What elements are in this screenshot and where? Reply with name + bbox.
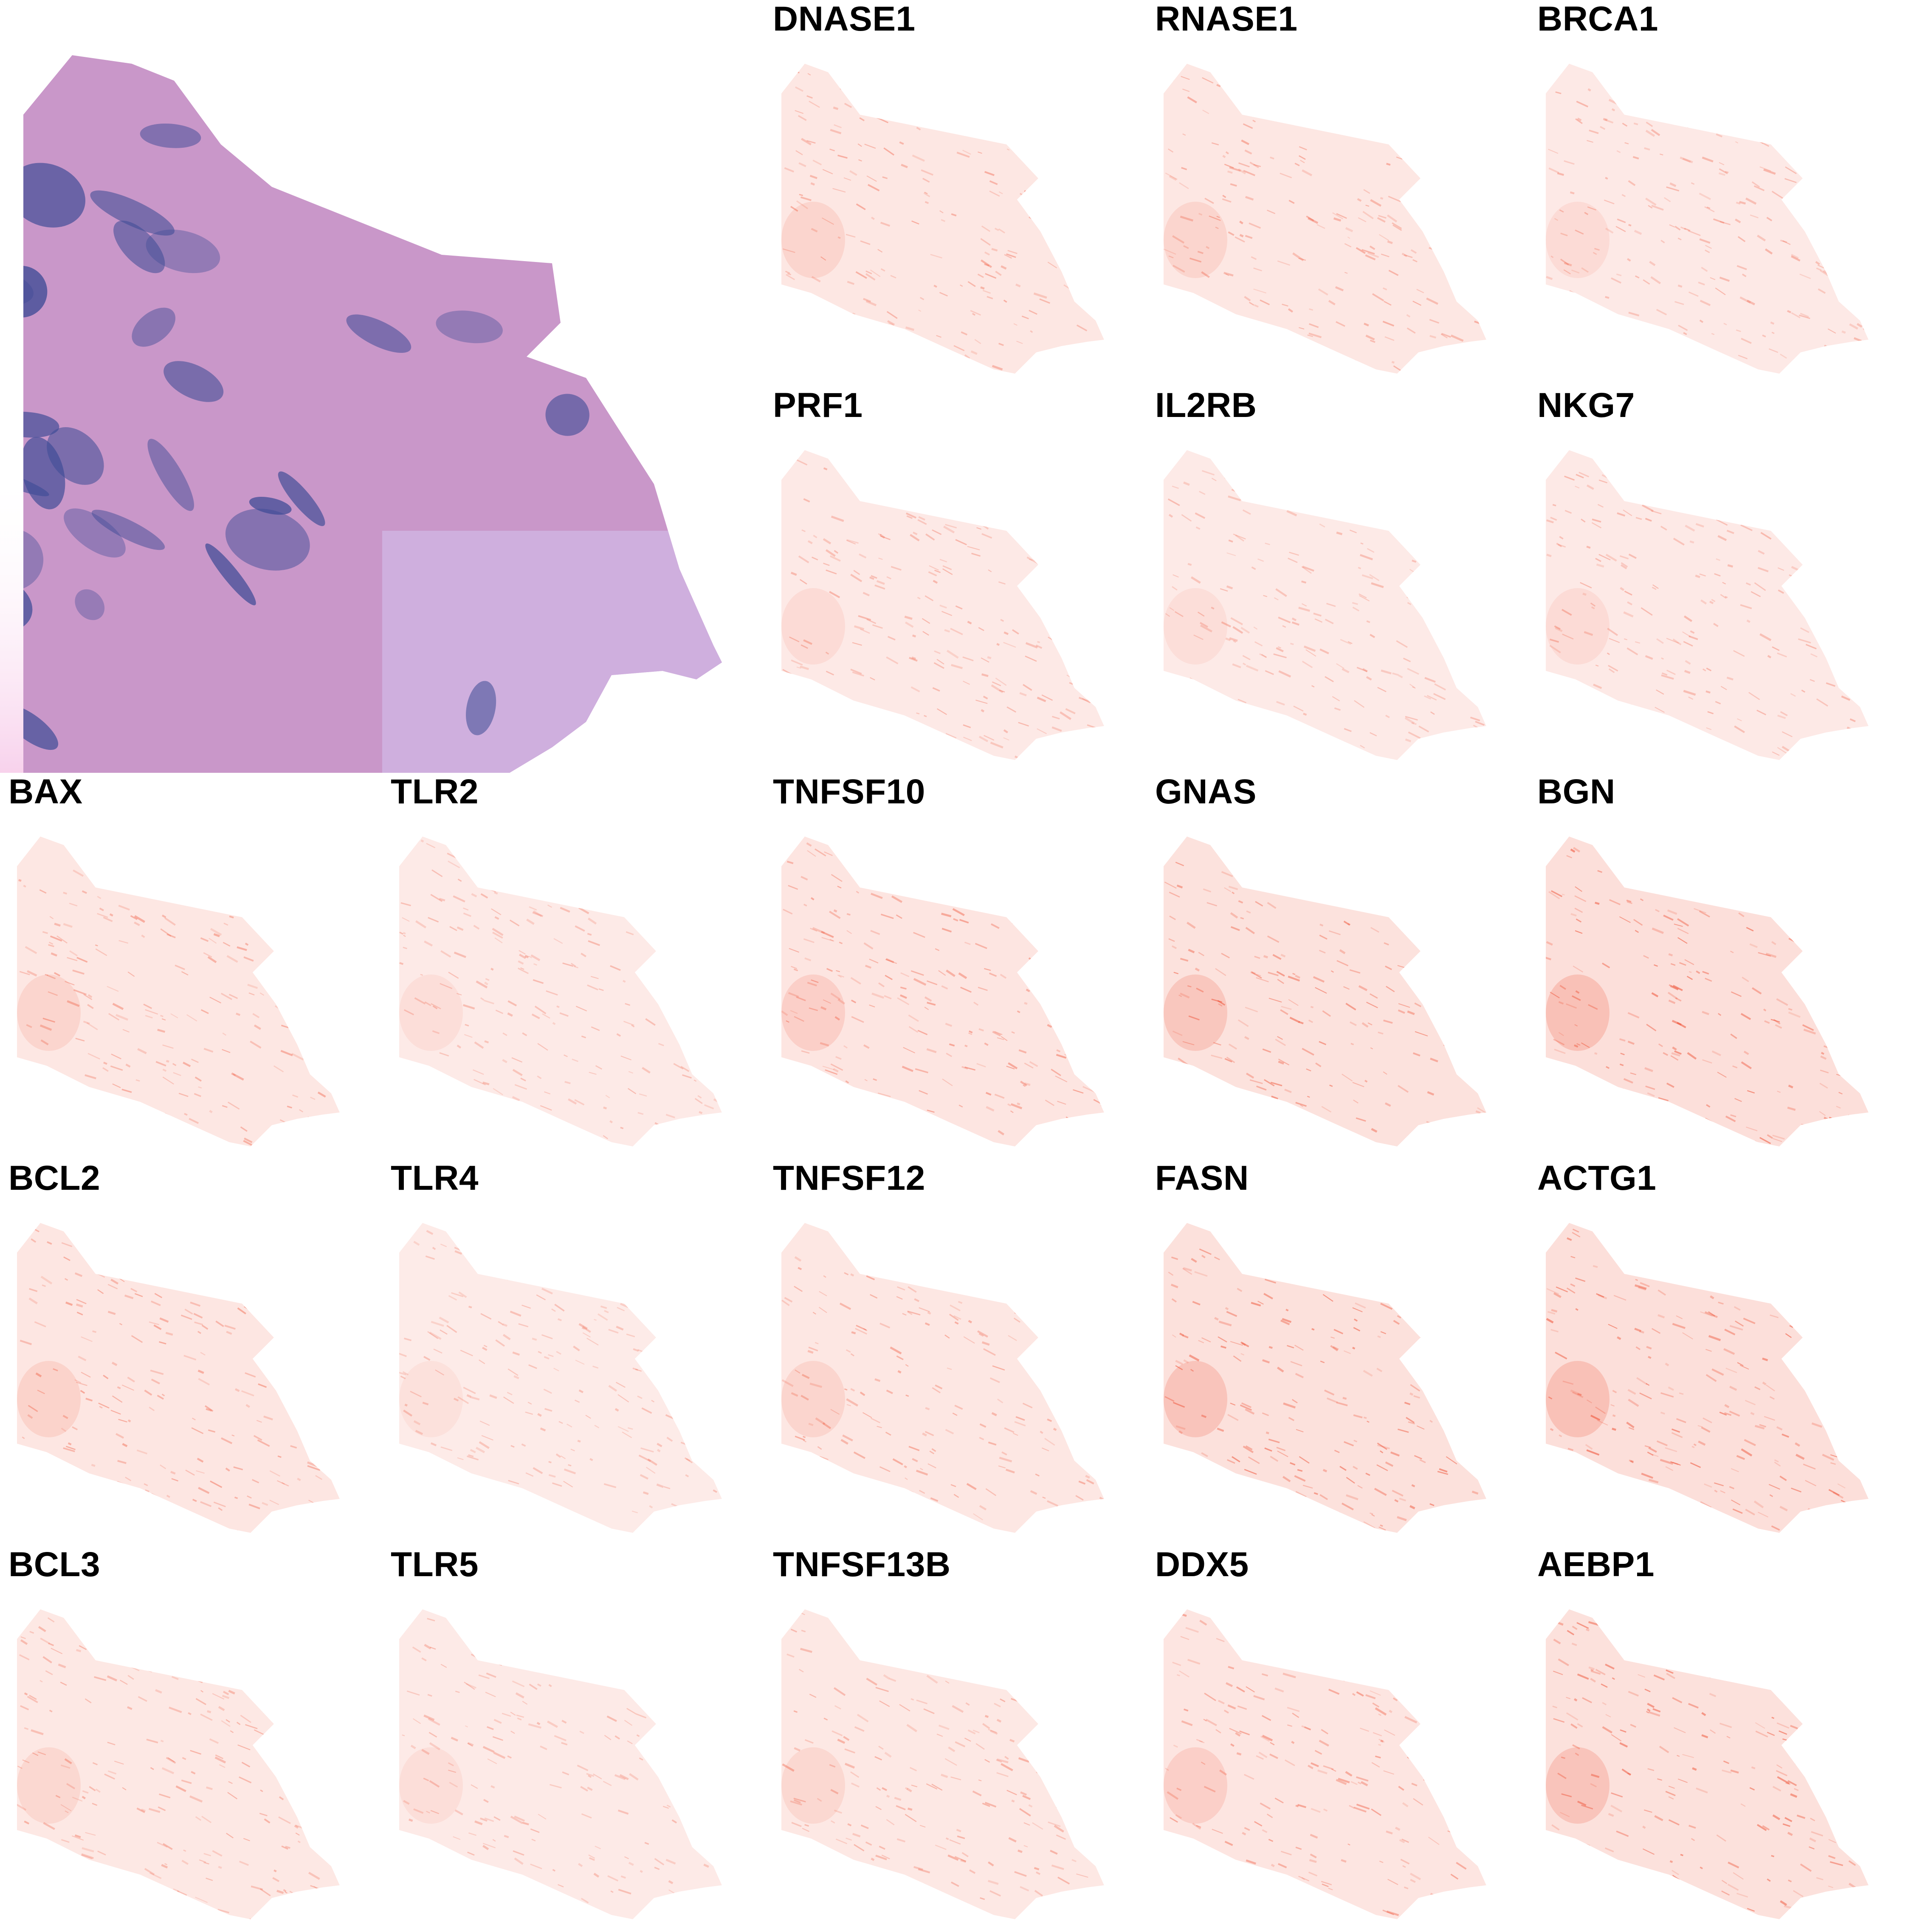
tissue-expression-map — [764, 386, 1147, 773]
gene-panel: ACTG1 — [1529, 1159, 1911, 1546]
gene-panel: FASN — [1147, 1159, 1529, 1546]
tissue-expression-map — [764, 1159, 1147, 1546]
tissue-expression-map — [764, 1546, 1147, 1932]
tissue-expression-map — [0, 773, 382, 1159]
gene-panel: TLR4 — [382, 1159, 764, 1546]
gene-panel: BAX — [0, 773, 382, 1159]
gene-panel: BRCA1 — [1529, 0, 1911, 386]
gene-panel: NKG7 — [1529, 386, 1911, 773]
tissue-expression-map — [1529, 773, 1911, 1159]
gene-panel: TNFSF12 — [764, 1159, 1147, 1546]
tissue-expression-map — [1529, 0, 1911, 386]
he-stained-tissue-image — [0, 0, 764, 773]
gene-panel: AEBP1 — [1529, 1546, 1911, 1932]
gene-panel: TNFSF13B — [764, 1546, 1147, 1932]
gene-panel: RNASE1 — [1147, 0, 1529, 386]
gene-panel: TNFSF10 — [764, 773, 1147, 1159]
tissue-expression-map — [1147, 386, 1529, 773]
tissue-expression-map — [382, 1159, 764, 1546]
tissue-expression-map — [1147, 1546, 1529, 1932]
tissue-expression-map — [1529, 1159, 1911, 1546]
gene-panel: TLR5 — [382, 1546, 764, 1932]
tissue-expression-map — [1529, 1546, 1911, 1932]
tissue-expression-map — [0, 1159, 382, 1546]
gene-panel: IL2RB — [1147, 386, 1529, 773]
gene-panel: BCL2 — [0, 1159, 382, 1546]
tissue-expression-map — [764, 773, 1147, 1159]
gene-panel: DDX5 — [1147, 1546, 1529, 1932]
tissue-expression-map — [0, 1546, 382, 1932]
gene-panel: GNAS — [1147, 773, 1529, 1159]
tissue-expression-map — [764, 0, 1147, 386]
tissue-expression-map — [382, 773, 764, 1159]
gene-panel: TLR2 — [382, 773, 764, 1159]
tissue-expression-map — [1147, 1159, 1529, 1546]
gene-panel: BCL3 — [0, 1546, 382, 1932]
tissue-expression-map — [382, 1546, 764, 1932]
gene-panel: PRF1 — [764, 386, 1147, 773]
gene-panel: BGN — [1529, 773, 1911, 1159]
tissue-expression-map — [1529, 386, 1911, 773]
gene-panel: DNASE1 — [764, 0, 1147, 386]
tissue-expression-map — [1147, 773, 1529, 1159]
tissue-expression-map — [1147, 0, 1529, 386]
